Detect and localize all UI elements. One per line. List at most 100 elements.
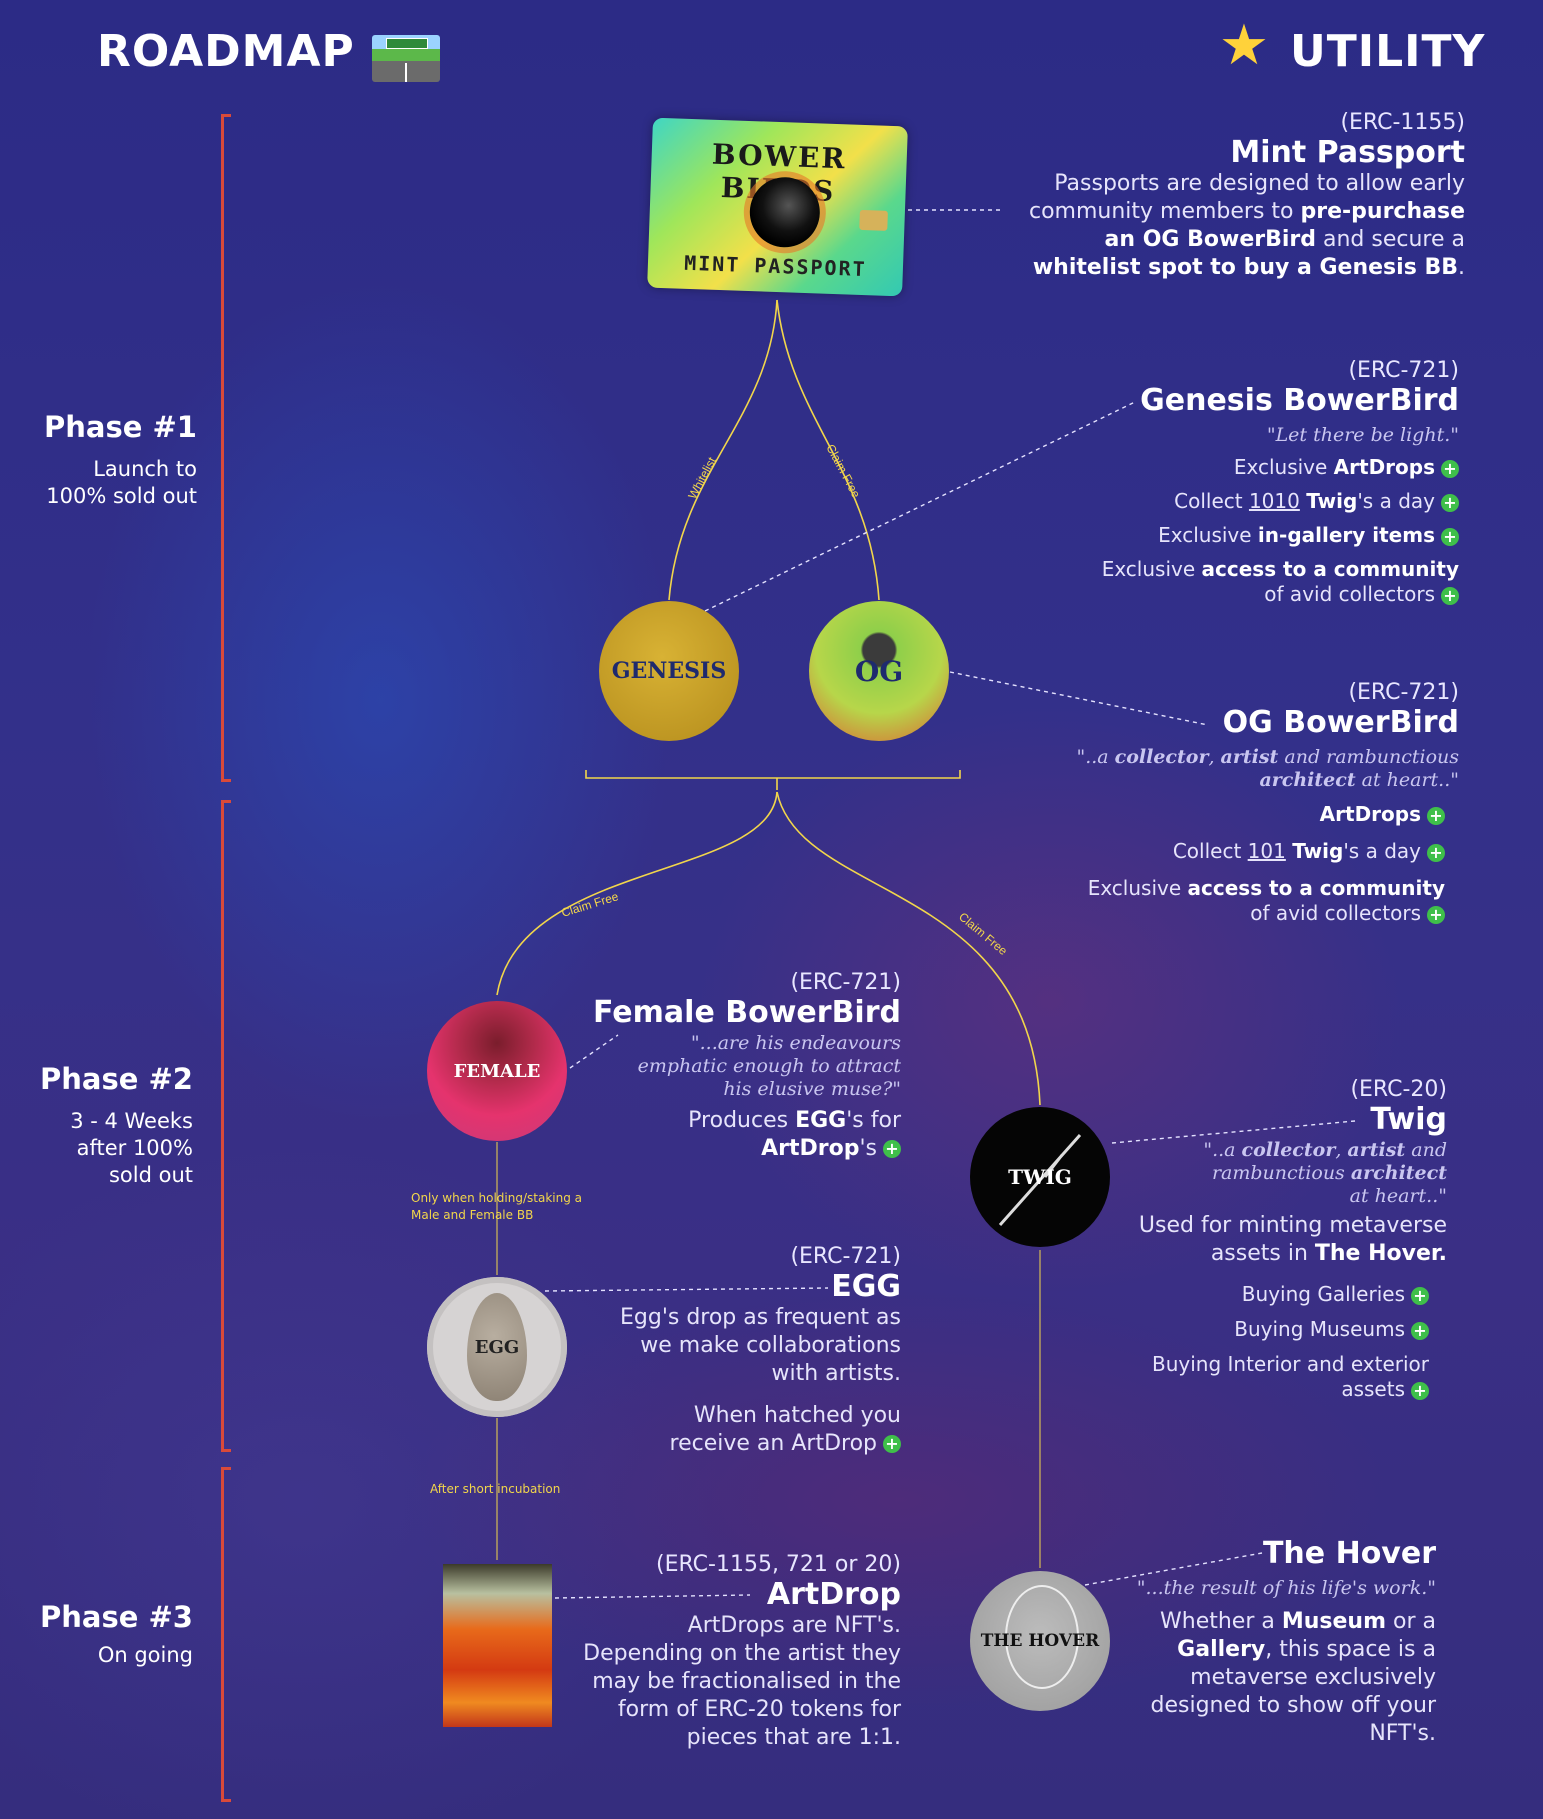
- link-artdrop-info: [554, 1594, 751, 1599]
- perk-item: Exclusive in-gallery items +: [939, 523, 1459, 548]
- perk-item: Exclusive access to a community of avid c…: [939, 876, 1445, 926]
- plus-icon: +: [1411, 1321, 1429, 1340]
- mint-passport-erc: (ERC-1155): [1340, 110, 1465, 135]
- phase2-label: Phase #2 3 - 4 Weeks after 100% sold out: [40, 1062, 193, 1189]
- perk-item: Buying Galleries +: [1027, 1282, 1429, 1307]
- phase1-bracket: [221, 114, 224, 782]
- twig-quote: "..a collector, artist and rambunctious a…: [1203, 1139, 1447, 1207]
- perk-text: Collect 101 Twig's a day: [1172, 839, 1421, 863]
- artdrop-info: (ERC-1155, 721 or 20) ArtDrop ArtDrops a…: [481, 1552, 901, 1752]
- genesis-perks: Exclusive ArtDrops + Collect 1010 Twig's a…: [939, 455, 1459, 607]
- plus-icon: +: [1441, 493, 1459, 512]
- mint-passport-name: Mint Passport: [1230, 135, 1465, 170]
- perk-item: Collect 1010 Twig's a day +: [939, 489, 1459, 514]
- card-subtitle: MINT PASSPORT: [683, 250, 868, 282]
- phase1-label: Phase #1 Launch to 100% sold out: [44, 410, 197, 510]
- phase2-subtitle-line: sold out: [108, 1163, 193, 1187]
- genesis-info: (ERC-721) Genesis BowerBird "Let there b…: [939, 358, 1459, 616]
- egg-desc: Egg's drop as frequent as we make collabo…: [619, 1305, 901, 1386]
- artdrop-artwork: [443, 1564, 552, 1727]
- egg-desc2-text: When hatched you receive an ArtDrop: [669, 1403, 901, 1456]
- plus-icon: +: [1427, 843, 1445, 862]
- link-og-info: [949, 671, 1209, 726]
- female-node-label: FEMALE: [453, 1060, 541, 1082]
- phase3-title: Phase #3: [40, 1600, 193, 1634]
- phase1-subtitle-line: Launch to: [93, 457, 197, 481]
- edge-label-claim-free-female: Claim Free: [560, 889, 621, 920]
- genesis-og-bracket: [585, 770, 961, 790]
- edge-card-genesis: [668, 299, 778, 601]
- twig-node: TWIG: [970, 1107, 1110, 1247]
- desc-line: an OG BowerBird and secure a: [1104, 227, 1465, 252]
- phase2-subtitle: 3 - 4 Weeks after 100% sold out: [40, 1108, 193, 1189]
- hover-node: THE HOVER: [970, 1571, 1110, 1711]
- phase1-subtitle: Launch to 100% sold out: [44, 456, 197, 510]
- twig-node-label: TWIG: [1008, 1165, 1072, 1189]
- edge-merge-female: [496, 791, 778, 996]
- desc-line: Passports are designed to allow early: [1054, 171, 1465, 196]
- female-node: FEMALE: [427, 1001, 567, 1141]
- egg-info: (ERC-721) EGG Egg's drop as frequent as w…: [501, 1244, 901, 1458]
- og-erc: (ERC-721): [1348, 680, 1459, 705]
- perk-text: Buying Museums: [1234, 1317, 1405, 1341]
- glowing-star-icon: ★: [1218, 13, 1270, 78]
- egg-erc: (ERC-721): [790, 1244, 901, 1269]
- phase2-subtitle-line: 3 - 4 Weeks: [70, 1109, 193, 1133]
- perk-item: Exclusive ArtDrops +: [939, 455, 1459, 480]
- perk-item: Collect 101 Twig's a day +: [939, 839, 1445, 864]
- egg-icon: [467, 1293, 527, 1401]
- edge-label-holding: Only when holding/staking a Male and Fem…: [411, 1190, 582, 1224]
- perk-item: ArtDrops +: [939, 802, 1445, 827]
- perk-item: Buying Interior and exterior assets +: [1027, 1352, 1429, 1402]
- twig-perks: Buying Galleries + Buying Museums + Buying I…: [1027, 1282, 1447, 1402]
- plus-icon: +: [1411, 1286, 1429, 1305]
- hover-name: The Hover: [1262, 1536, 1436, 1571]
- hover-node-label: THE HOVER: [980, 1631, 1100, 1651]
- motorway-icon: [372, 35, 440, 82]
- plus-icon: +: [1427, 905, 1445, 924]
- og-node: OG: [809, 601, 949, 741]
- phase2-subtitle-line: after 100%: [76, 1136, 193, 1160]
- hover-info: The Hover "...the result of his life's w…: [1016, 1536, 1436, 1748]
- phase3-label: Phase #3 On going: [40, 1600, 193, 1669]
- genesis-erc: (ERC-721): [1348, 358, 1459, 383]
- perk-text: ArtDrops: [1319, 802, 1421, 826]
- female-quote: "...are his endeavours emphatic enough to…: [637, 1032, 901, 1100]
- genesis-node-label: GENESIS: [611, 658, 727, 684]
- hover-desc: Whether a Museum or a Gallery, this space…: [1150, 1609, 1436, 1746]
- plus-icon: +: [1441, 586, 1459, 605]
- phase1-title: Phase #1: [44, 410, 197, 444]
- edge-label-holding-line: Male and Female BB: [411, 1208, 534, 1222]
- plus-icon: +: [1411, 1381, 1429, 1400]
- link-twig-info: [1111, 1120, 1356, 1144]
- twig-desc: Used for minting metaverse assets in The …: [1138, 1213, 1447, 1266]
- twig-erc: (ERC-20): [1350, 1077, 1447, 1102]
- perk-text: Buying Galleries: [1241, 1282, 1405, 1306]
- edge-label-holding-line: Only when holding/staking a: [411, 1191, 583, 1205]
- phase3-bracket-top: [221, 1467, 231, 1470]
- edge-label-incubation: After short incubation: [430, 1482, 561, 1496]
- plus-icon: +: [1427, 806, 1445, 825]
- egg-node-label: EGG: [474, 1336, 520, 1358]
- twig-name: Twig: [1370, 1102, 1447, 1137]
- female-info: (ERC-721) Female BowerBird "...are his e…: [501, 970, 901, 1163]
- twig-icon: [998, 1134, 1082, 1226]
- twig-info: (ERC-20) Twig "..a collector, artist and…: [1027, 1077, 1447, 1412]
- plus-icon: +: [883, 1140, 901, 1158]
- phase2-bracket: [221, 800, 224, 1452]
- artdrop-desc: ArtDrops are NFT's. Depending on the arti…: [583, 1613, 901, 1750]
- egg-desc2: When hatched you receive an ArtDrop +: [501, 1402, 901, 1458]
- hover-quote: "...the result of his life's work.": [1136, 1577, 1436, 1599]
- og-info: (ERC-721) OG BowerBird "..a collector, a…: [939, 680, 1459, 938]
- female-desc: Produces EGG's for ArtDrop's +: [501, 1107, 901, 1163]
- phase2-bracket-bottom: [221, 1449, 231, 1452]
- phase1-subtitle-line: 100% sold out: [46, 484, 197, 508]
- female-name: Female BowerBird: [593, 995, 901, 1030]
- utility-title: UTILITY: [1290, 26, 1486, 77]
- og-node-label: OG: [854, 654, 904, 688]
- perk-text: Collect 1010 Twig's a day: [1174, 489, 1435, 513]
- perk-text: Buying Interior and exterior assets: [1152, 1352, 1429, 1401]
- artdrop-name: ArtDrop: [766, 1577, 901, 1612]
- bird-outline-icon: [1005, 1585, 1079, 1689]
